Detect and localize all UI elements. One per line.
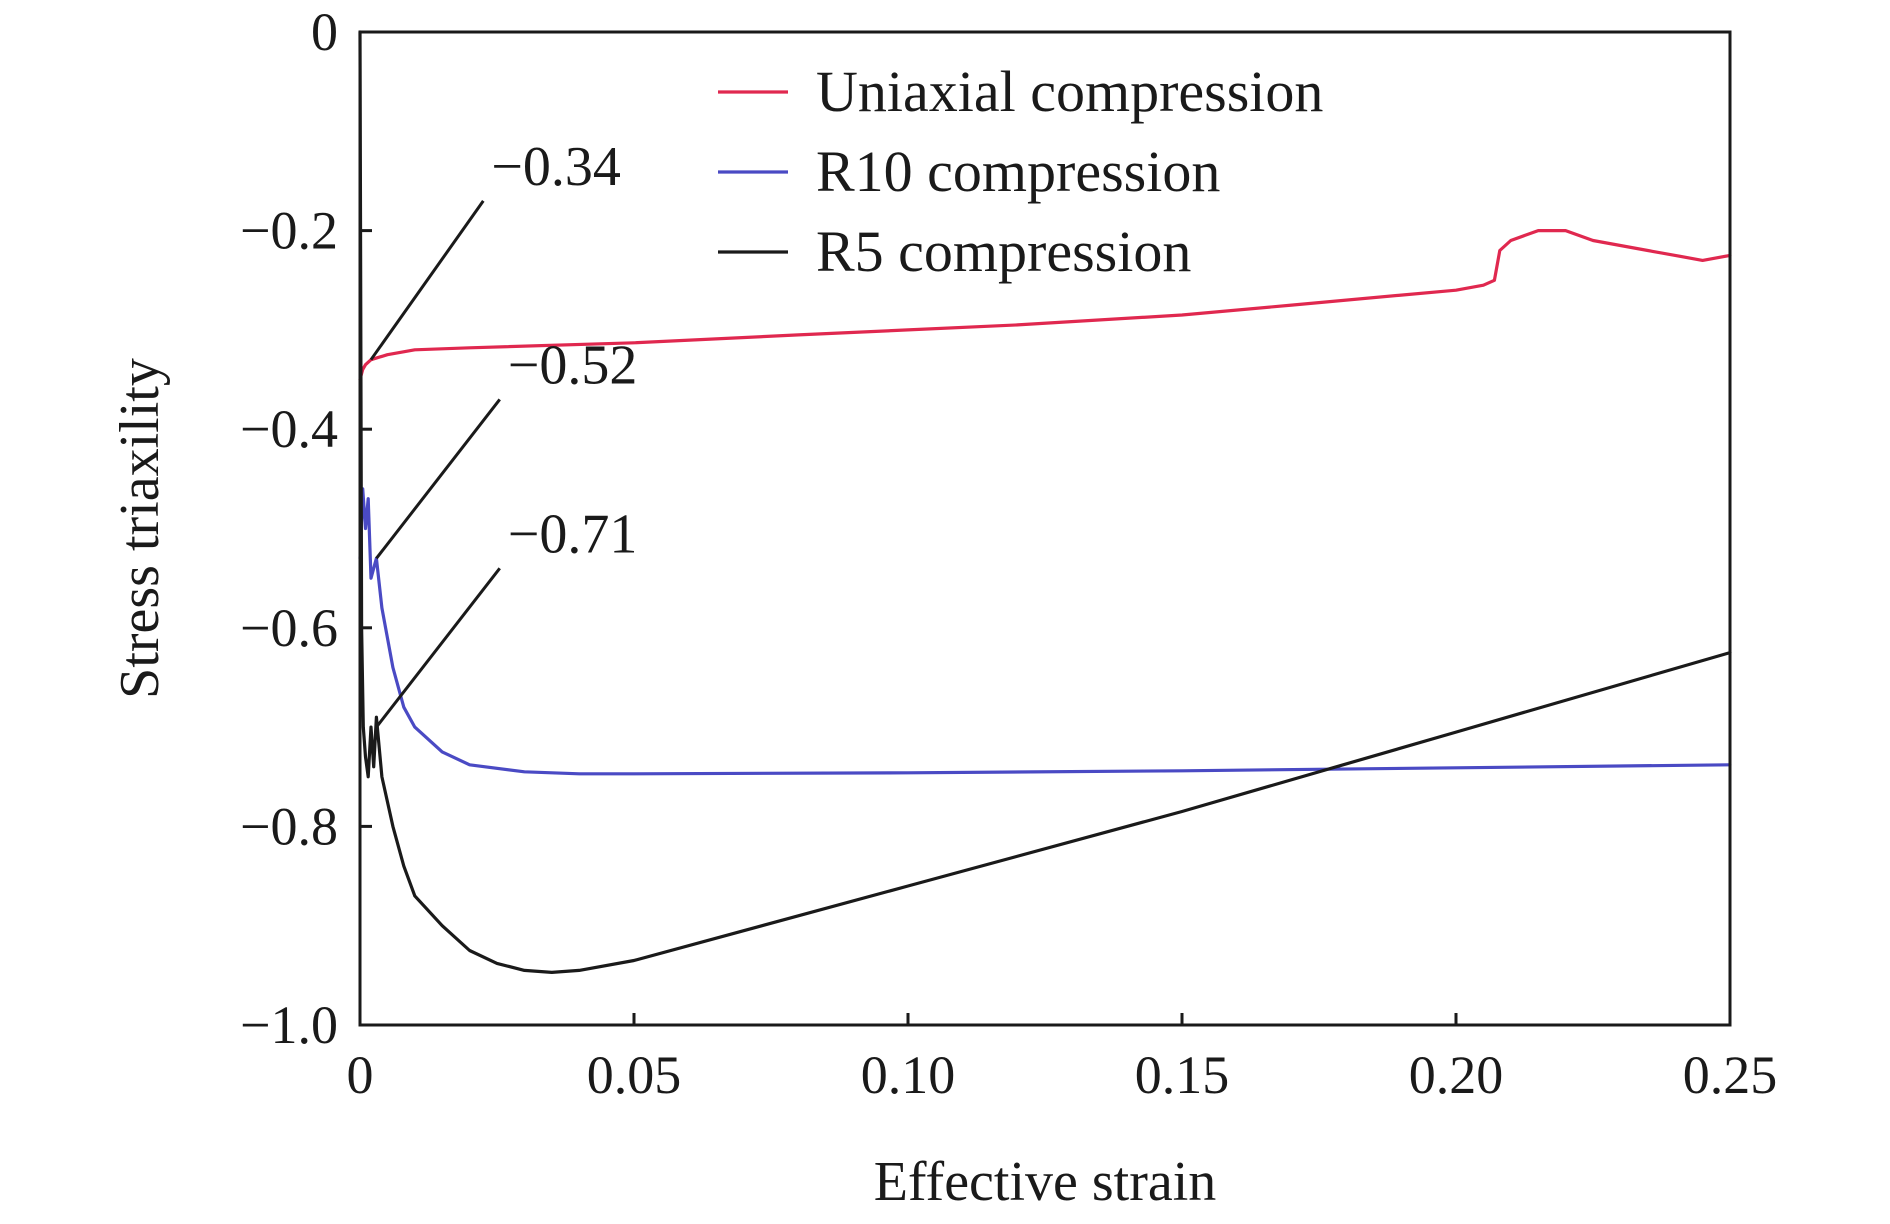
legend: Uniaxial compression R10 compression R5 co… [718, 59, 1323, 284]
x-tick-label: 0.10 [861, 1045, 956, 1105]
legend-label-1: R10 compression [816, 139, 1220, 204]
x-tick-label: 0.25 [1683, 1045, 1778, 1105]
series-line-0 [358, 229, 1732, 382]
y-tick-label: −0.2 [240, 201, 338, 261]
annotation-layer: −0.34 −0.52 −0.71 [369, 136, 638, 729]
plot-frame [358, 30, 1732, 1027]
annotation-label-0: −0.34 [491, 136, 621, 198]
x-tick-label: 0.15 [1135, 1045, 1230, 1105]
y-tick-label: −0.8 [240, 796, 338, 856]
y-tick-label: 0 [311, 2, 338, 62]
legend-label-0: Uniaxial compression [816, 59, 1323, 124]
x-tick-label: 0.05 [587, 1045, 682, 1105]
annotation-leader-1 [375, 398, 501, 560]
annotation-leader-2 [375, 567, 501, 729]
x-axis-title: Effective strain [874, 1151, 1217, 1213]
series-layer [358, 30, 1732, 975]
y-tick-label: −0.6 [240, 598, 338, 658]
y-tick-label: −0.4 [240, 399, 338, 459]
tick-layer: 0 0.05 0.10 0.15 0.20 0.25 0 −0.2 −0.4 −0.6 −0.8 −1… [240, 2, 1777, 1105]
x-tick-label: 0 [347, 1045, 374, 1105]
annotation-label-2: −0.71 [508, 503, 638, 565]
series-line-2 [358, 30, 1732, 975]
annotation-label-1: −0.52 [508, 334, 638, 396]
y-tick-label: −1.0 [240, 995, 338, 1055]
y-axis-title: Stress triaxility [109, 358, 171, 699]
series-line-1 [358, 487, 1732, 776]
legend-label-2: R5 compression [816, 219, 1191, 284]
annotation-leader-0 [369, 200, 485, 361]
x-tick-label: 0.20 [1409, 1045, 1504, 1105]
